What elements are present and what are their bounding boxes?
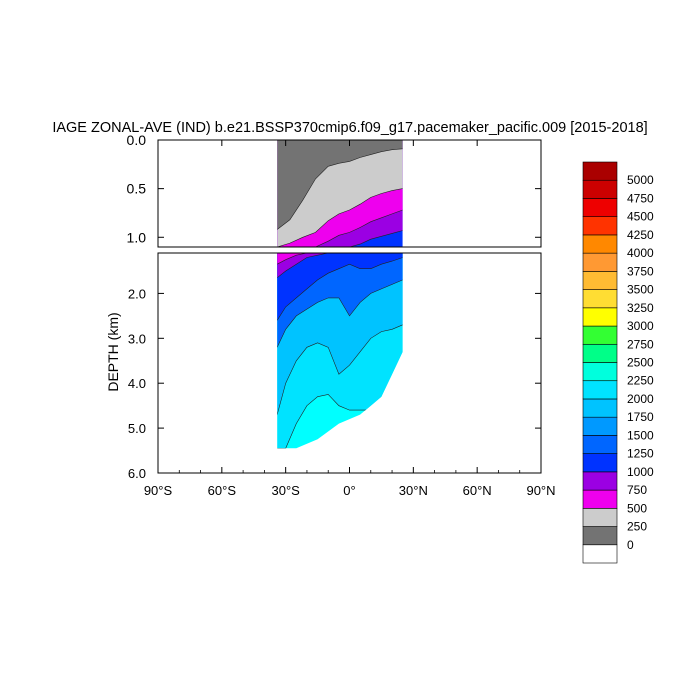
top-band-0 xyxy=(277,140,403,230)
bottom-contour-1750 xyxy=(277,324,403,415)
x-tick-label: 90°N xyxy=(526,483,555,498)
chart-title: IAGE ZONAL-AVE (IND) b.e21.BSSP370cmip6.… xyxy=(52,120,647,136)
colorbar-label: 500 xyxy=(627,501,647,515)
x-tick-label: 30°N xyxy=(399,483,428,498)
colorbar-swatch xyxy=(582,234,618,254)
bottom-band-500 xyxy=(277,253,403,265)
colorbar-swatch xyxy=(582,362,618,382)
colorbar-label: 0 xyxy=(627,538,634,552)
bottom-contour-1000 xyxy=(277,253,403,278)
y-tick-label-bottom: 4.0 xyxy=(128,376,146,391)
colorbar-swatch xyxy=(582,416,618,436)
colorbar-label: 3250 xyxy=(627,301,654,315)
bottom-depth-panel xyxy=(157,252,542,474)
depth-axis: 0.0 0.5 1.0 2.0 3.0 4.0 5.0 6.0 xyxy=(127,132,541,481)
colorbar-label: 4000 xyxy=(627,246,654,260)
colorbar-label: 750 xyxy=(627,483,647,497)
colorbar-swatch xyxy=(582,307,618,327)
colorbar-swatch xyxy=(582,471,618,491)
colorbar-swatch xyxy=(582,325,618,345)
top-contour-1000 xyxy=(277,230,403,247)
colorbar-label: 2500 xyxy=(627,356,654,370)
bottom-contour-1500 xyxy=(277,279,403,348)
colorbar-label: 250 xyxy=(627,520,647,534)
x-tick-label: 60°S xyxy=(208,483,237,498)
colorbar-label: 1250 xyxy=(627,447,654,461)
y-tick-label-top: 0.5 xyxy=(127,181,147,197)
colorbar-swatch xyxy=(582,216,618,236)
colorbar-swatch xyxy=(582,453,618,473)
y-tick-label-bottom: 2.0 xyxy=(128,286,146,301)
colorbar-swatch xyxy=(582,198,618,217)
colorbar-legend: 0 250 500 750 1000 1250 1500 1750 2000 2250 2500 27… xyxy=(582,161,654,564)
colorbar-label: 3750 xyxy=(627,264,654,278)
bottom-contour-750 xyxy=(277,253,403,265)
y-tick-label-top: 1.0 xyxy=(127,229,147,245)
y-axis-label: DEPTH (km) xyxy=(105,312,121,391)
colorbar-swatch xyxy=(582,161,618,181)
colorbar-label: 3500 xyxy=(627,283,654,297)
colorbar-swatch xyxy=(582,343,618,363)
x-tick-label: 30°S xyxy=(271,483,300,498)
colorbar-label: 1500 xyxy=(627,428,654,442)
colorbar-label: 1750 xyxy=(627,410,654,424)
colorbar-label: 5000 xyxy=(627,173,654,187)
y-tick-label-bottom: 6.0 xyxy=(128,466,146,481)
x-tick-label: 60°N xyxy=(463,483,492,498)
y-tick-label-top: 0.0 xyxy=(127,132,147,148)
colorbar-swatch xyxy=(582,508,618,527)
colorbar-label: 3000 xyxy=(627,319,654,333)
colorbar-label: 1000 xyxy=(627,465,654,479)
colorbar-label: 2250 xyxy=(627,374,654,388)
colorbar-swatch xyxy=(582,380,618,400)
bottom-band-1000 xyxy=(277,253,403,321)
colorbar-label: 4250 xyxy=(627,228,654,242)
top-contour-750 xyxy=(277,209,403,247)
colorbar-label: 4500 xyxy=(627,210,654,224)
top-contour-250 xyxy=(277,148,403,230)
x-tick-label: 90°S xyxy=(144,483,173,498)
colorbar-swatch xyxy=(582,435,618,454)
colorbar-swatch xyxy=(582,289,618,309)
latitude-axis: 90°S 60°S 30°S 0° 30°N 60°N 90°N xyxy=(144,140,556,498)
colorbar-swatch xyxy=(582,526,618,546)
x-tick-label: 0° xyxy=(343,483,355,498)
colorbar-label: 2750 xyxy=(627,337,654,351)
y-tick-label-bottom: 5.0 xyxy=(128,421,146,436)
colorbar-label: 4750 xyxy=(627,192,654,206)
top-depth-panel xyxy=(157,139,542,248)
colorbar-swatch xyxy=(582,271,618,290)
colorbar-swatch xyxy=(582,252,618,272)
colorbar-label: 2000 xyxy=(627,392,654,406)
y-tick-label-bottom: 3.0 xyxy=(128,331,146,346)
colorbar-swatch xyxy=(582,398,618,418)
bottom-contour-1250 xyxy=(277,257,403,321)
colorbar-swatch xyxy=(582,544,618,564)
top-contour-500 xyxy=(277,188,403,247)
colorbar-swatch xyxy=(582,179,618,199)
colorbar-swatch xyxy=(582,489,618,509)
